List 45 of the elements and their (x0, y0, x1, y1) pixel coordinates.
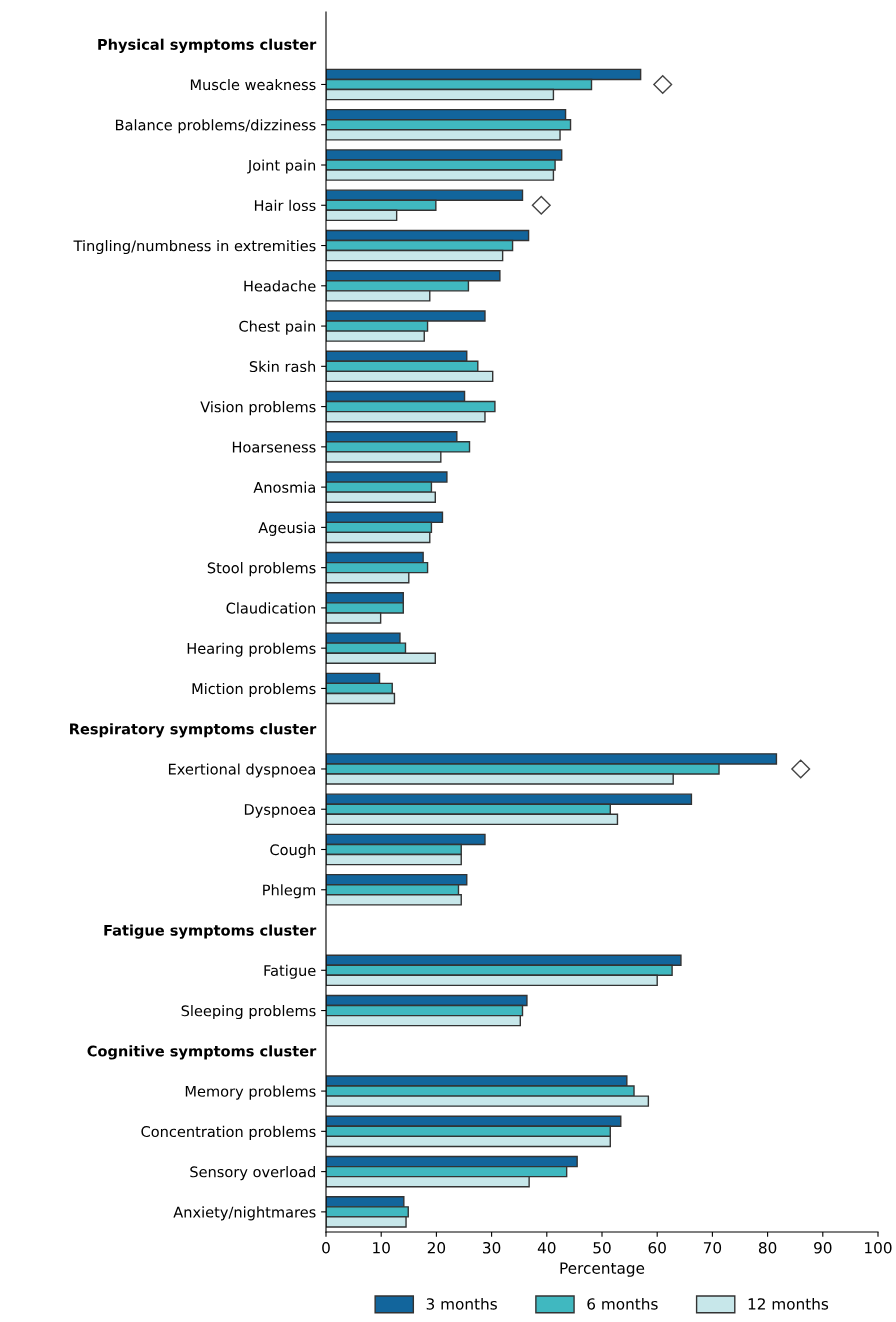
y-tick-label: Hearing problems (187, 642, 316, 657)
y-tick-label: Respiratory symptoms cluster (70, 723, 317, 738)
y-tick-label: Memory problems (185, 1085, 316, 1100)
y-tick-label: Cognitive symptoms cluster (87, 1045, 317, 1060)
legend-label: 12 months (748, 1297, 829, 1310)
x-tick-label: 90 (814, 1241, 832, 1254)
x-tick-label: 80 (758, 1241, 777, 1254)
y-tick-label: Tingling/numbness in extremities (73, 239, 316, 255)
y-tick-label: Joint pain (247, 159, 316, 174)
y-tick-label: Ageusia (258, 521, 315, 536)
y-tick-label: Muscle weakness (190, 78, 316, 91)
x-tick-label: 30 (483, 1241, 501, 1254)
y-tick-label: Fatigue (264, 964, 316, 979)
y-tick-label: Balance problems/dizziness (115, 119, 316, 134)
y-tick-label: Skin rash (249, 360, 316, 373)
y-tick-label: Exertional dyspnoea (168, 763, 315, 778)
legend-label: 6 months (587, 1297, 658, 1310)
y-tick-label: Dyspnoea (244, 804, 315, 818)
y-tick-label: Phlegm (263, 884, 316, 899)
x-tick-label: 20 (427, 1241, 446, 1254)
x-tick-label: 70 (703, 1241, 722, 1254)
y-tick-label: Anxiety/nightmares (173, 1206, 316, 1221)
y-tick-label: Physical symptoms cluster (98, 38, 317, 53)
y-tick-label: Fatigue symptoms cluster (104, 924, 317, 939)
x-tick-label: 100 (865, 1241, 892, 1254)
y-tick-label: Sensory overload (190, 1166, 315, 1181)
y-tick-label: Headache (244, 280, 316, 292)
x-tick-label: 10 (373, 1241, 390, 1254)
legend-label: 3 months (426, 1297, 497, 1310)
y-tick-label: Miction problems (192, 682, 316, 698)
y-tick-label: Claudication (226, 602, 316, 614)
y-tick-label: Hoarseness (232, 441, 316, 453)
y-tick-label: Anosmia (253, 481, 315, 493)
y-tick-label: Concentration problems (141, 1125, 316, 1140)
y-tick-label: Chest pain (239, 320, 316, 335)
x-axis-title: Percentage (560, 1262, 645, 1277)
y-tick-label: Cough (270, 843, 316, 859)
y-tick-label: Hair loss (254, 199, 316, 212)
y-tick-label: Stool problems (207, 562, 316, 577)
x-tick-label: 0 (322, 1241, 330, 1254)
y-tick-label: Vision problems (200, 401, 316, 416)
x-tick-label: 50 (593, 1241, 611, 1254)
x-tick-label: 60 (648, 1241, 666, 1254)
x-tick-label: 40 (537, 1241, 556, 1254)
y-tick-label: Sleeping problems (181, 1005, 316, 1020)
